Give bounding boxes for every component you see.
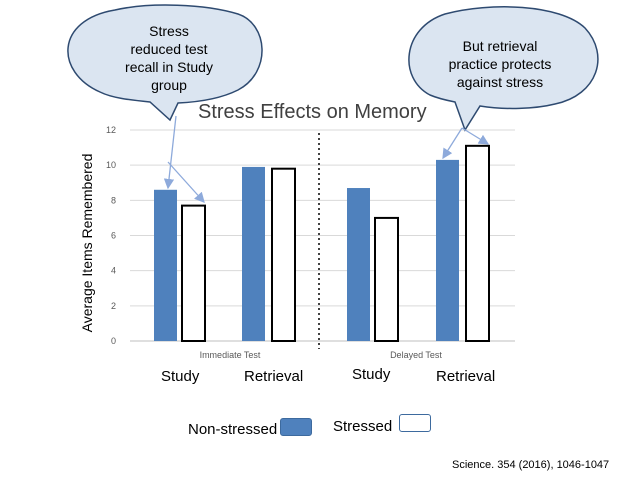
category-label-immediate-study: Study [161, 368, 200, 385]
y-tick-labels: 0 2 4 6 8 10 12 [106, 125, 116, 346]
bar-non-stressed [154, 189, 177, 341]
y-tick-label: 2 [111, 301, 116, 311]
callout-left-line: recall in Study [125, 59, 213, 75]
category-label-delayed-study: Study [352, 366, 391, 383]
bar-non-stressed [242, 166, 265, 341]
y-tick-label: 8 [111, 195, 116, 205]
category-label-immediate-retrieval: Retrieval [244, 368, 304, 385]
bar-non-stressed [347, 188, 370, 341]
bar-stressed [181, 204, 206, 342]
legend-label-non-stressed: Non-stressed [188, 421, 278, 438]
callout-left-arrow [163, 115, 177, 190]
bar-stressed [465, 144, 490, 342]
bar-stressed [271, 167, 296, 342]
callout-right-text: But retrieval practice protects against … [420, 37, 580, 91]
callout-left-arrow [167, 161, 205, 203]
callout-right-line: practice protects [448, 56, 552, 72]
legend-swatch-non-stressed [280, 418, 312, 436]
chart-title: Stress Effects on Memory [198, 101, 427, 123]
callout-left-line: Stress [149, 23, 189, 39]
x-group-label-immediate: Immediate Test [200, 350, 261, 360]
callouts [67, 4, 599, 203]
y-tick-label: 0 [111, 336, 116, 346]
callout-left-line: group [151, 77, 187, 93]
callout-left-line: reduced test [130, 41, 208, 57]
x-group-label-delayed: Delayed Test [390, 350, 442, 360]
bar-stressed [374, 216, 399, 343]
callout-right-line: But retrieval [462, 38, 538, 54]
y-tick-label: 4 [111, 266, 116, 276]
callout-right-arrow [442, 127, 463, 160]
y-axis-label: Average Items Remembered [79, 154, 95, 333]
callout-left-bubble [67, 4, 263, 122]
callout-left-text: Stress reduced test recall in Study grou… [84, 22, 254, 94]
category-label-delayed-retrieval: Retrieval [436, 368, 496, 385]
legend-label-stressed: Stressed [333, 418, 393, 435]
y-tick-label: 12 [106, 125, 116, 135]
bar-non-stressed [436, 159, 459, 341]
callout-right-arrow [461, 127, 490, 145]
callout-right-line: against stress [456, 74, 544, 90]
y-tick-label: 6 [111, 231, 116, 241]
y-tick-label: 10 [106, 160, 116, 170]
legend-swatch-stressed [399, 414, 431, 432]
source-citation: Science. 354 (2016), 1046-1047 [452, 459, 610, 471]
bars [154, 144, 490, 343]
